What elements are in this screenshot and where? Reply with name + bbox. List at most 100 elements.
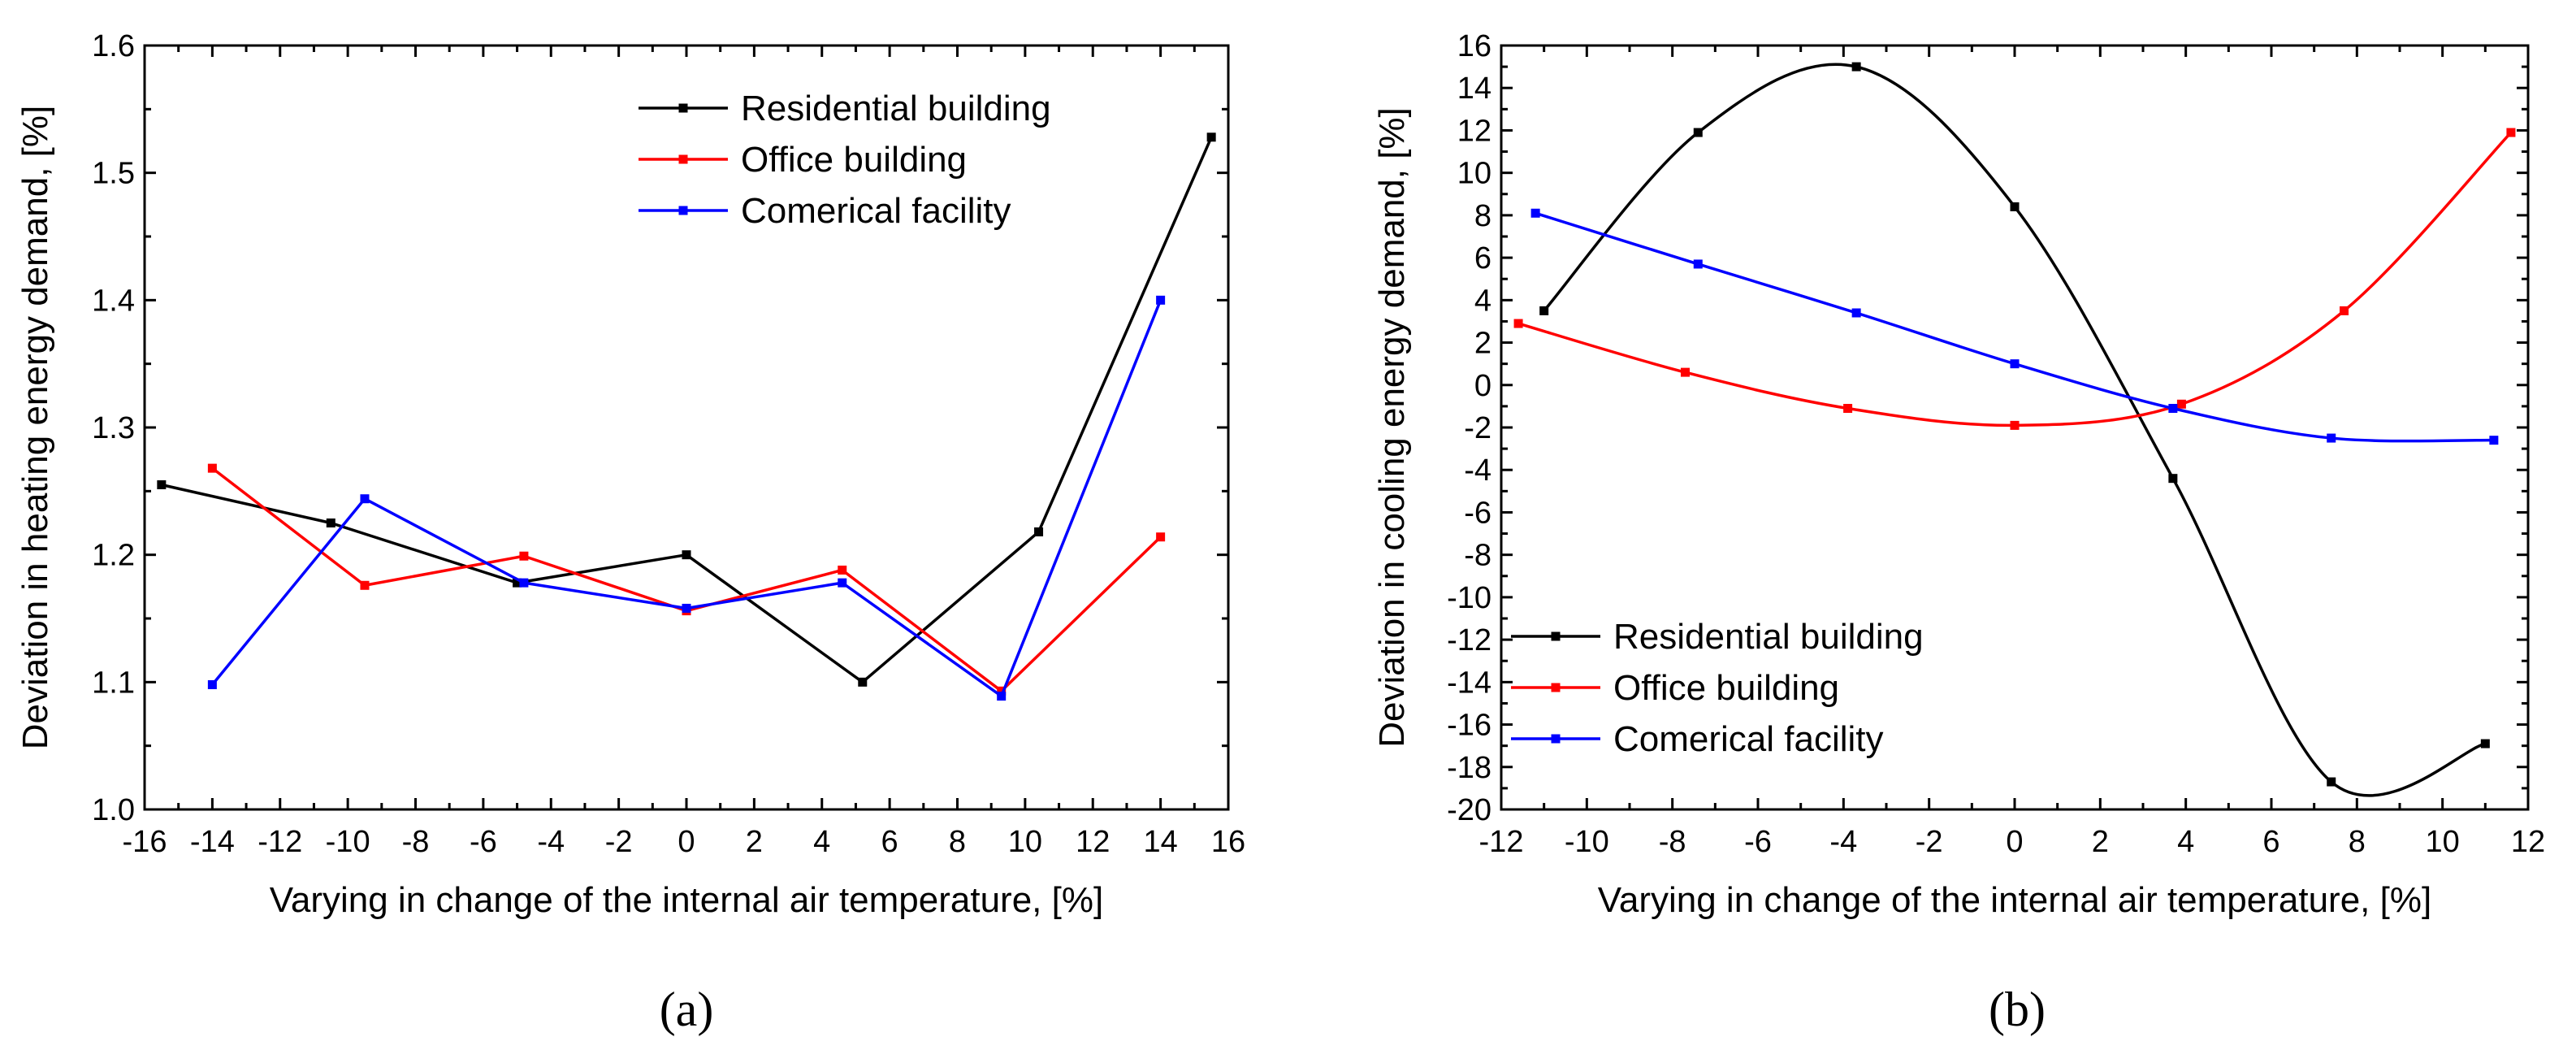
panel-label: (a) (660, 983, 714, 1036)
data-point-residential-building (2327, 777, 2336, 787)
chart-panel-b: -12 -10 -8 -6 -4 -2 0 2 4 6 8 10 12-20-18-16-14-12-1… (1372, 29, 2545, 1036)
data-point-office-building (2176, 399, 2186, 409)
data-point-office-building (1843, 404, 1853, 413)
data-point-comerical-facility (2327, 433, 2336, 443)
data-point-comerical-facility (360, 494, 370, 504)
x-axis-title: Varying in change of the internal air te… (270, 880, 1103, 920)
y-tick-label: 1.6 (92, 29, 135, 63)
x-tick-label: -2 (605, 825, 633, 859)
y-tick-label: -18 (1447, 751, 1491, 785)
x-tick-label: 8 (2349, 825, 2366, 859)
legend-label-office-building: Office building (1613, 668, 1839, 708)
data-point-office-building (2340, 306, 2349, 315)
y-tick-label: -4 (1464, 453, 1491, 488)
y-tick-label: 1.3 (92, 411, 135, 445)
x-tick-label: -10 (1565, 825, 1609, 859)
data-point-residential-building (2010, 202, 2020, 211)
x-tick-label: 4 (813, 825, 830, 859)
x-tick-label: 2 (2092, 825, 2109, 859)
data-point-office-building (1680, 367, 1690, 377)
y-axis-title: Deviation in heating energy demand, [%] (15, 106, 55, 750)
data-point-residential-building (858, 677, 868, 687)
data-point-office-building (207, 463, 217, 473)
data-point-comerical-facility (519, 578, 529, 588)
y-tick-label: -6 (1464, 496, 1491, 530)
x-tick-label: 2 (746, 825, 763, 859)
series-line-comerical-facility (1535, 211, 2494, 443)
y-tick-label: 6 (1474, 241, 1491, 276)
legend-label-residential-building: Residential building (1613, 617, 1924, 657)
y-tick-label: 10 (1457, 157, 1491, 191)
data-point-residential-building (1034, 527, 1044, 536)
y-tick-label: 0 (1474, 369, 1491, 403)
x-tick-label: 8 (949, 825, 966, 859)
x-tick-label: 0 (2006, 825, 2023, 859)
legend-marker-comerical-facility (678, 206, 688, 215)
data-point-comerical-facility (1156, 295, 1166, 305)
data-point-comerical-facility (2489, 436, 2499, 445)
y-tick-label: 1.4 (92, 284, 135, 318)
data-point-comerical-facility (2168, 404, 2178, 413)
data-point-residential-building (1851, 62, 1861, 72)
y-tick-label: -2 (1464, 411, 1491, 445)
data-point-residential-building (326, 518, 336, 527)
y-tick-label: 1.5 (92, 157, 135, 191)
x-tick-label: -14 (190, 825, 235, 859)
x-tick-label: 10 (1008, 825, 1042, 859)
data-point-office-building (997, 686, 1007, 696)
legend-marker-residential-building (678, 103, 688, 113)
x-tick-label: -12 (1479, 825, 1524, 859)
y-tick-label: -8 (1464, 539, 1491, 573)
x-tick-label: -2 (1916, 825, 1943, 859)
data-point-residential-building (1206, 132, 1216, 142)
y-tick-label: 1.0 (92, 793, 135, 827)
legend-marker-residential-building (1551, 631, 1561, 641)
x-tick-label: 6 (2262, 825, 2279, 859)
data-point-residential-building (513, 578, 522, 588)
data-point-office-building (519, 551, 529, 561)
x-tick-label: -6 (470, 825, 497, 859)
data-point-residential-building (157, 480, 167, 489)
x-tick-label: -8 (402, 825, 430, 859)
data-point-comerical-facility (1693, 259, 1703, 269)
data-point-office-building (2506, 128, 2516, 137)
x-tick-label: -4 (537, 825, 565, 859)
x-tick-label: 10 (2426, 825, 2460, 859)
data-point-office-building (838, 565, 847, 575)
legend-label-residential-building: Residential building (741, 89, 1051, 128)
x-tick-label: 0 (678, 825, 695, 859)
y-tick-label: -14 (1447, 666, 1491, 700)
series-line-comerical-facility (211, 299, 1162, 698)
y-tick-label: -20 (1447, 793, 1491, 827)
x-axis-title: Varying in change of the internal air te… (1598, 880, 2431, 920)
x-tick-label: 12 (2511, 825, 2545, 859)
y-tick-label: 2 (1474, 327, 1491, 361)
panel-label: (b) (1989, 983, 2046, 1036)
x-tick-label: -12 (258, 825, 302, 859)
x-tick-label: -6 (1744, 825, 1772, 859)
y-tick-label: 8 (1474, 199, 1491, 233)
data-point-residential-building (2168, 474, 2178, 484)
data-point-residential-building (1693, 128, 1703, 137)
data-point-residential-building (2480, 739, 2490, 748)
x-tick-label: -10 (326, 825, 370, 859)
y-axis-title: Deviation in cooling energy demand, [%] (1372, 107, 1412, 748)
y-tick-label: -10 (1447, 581, 1491, 615)
data-point-office-building (360, 580, 370, 590)
y-tick-label: 14 (1457, 72, 1491, 106)
data-point-comerical-facility (838, 578, 847, 588)
legend-marker-comerical-facility (1551, 734, 1561, 744)
data-point-residential-building (682, 550, 691, 560)
data-point-office-building (1513, 319, 1523, 328)
y-tick-label: -12 (1447, 623, 1491, 657)
data-point-office-building (2010, 420, 2020, 430)
legend-label-comerical-facility: Comerical facility (1613, 719, 1884, 759)
y-tick-label: 16 (1457, 29, 1491, 63)
x-tick-label: 4 (2177, 825, 2194, 859)
x-tick-label: 16 (1211, 825, 1245, 859)
y-tick-label: 1.1 (92, 666, 135, 700)
x-tick-label: 6 (881, 825, 898, 859)
y-tick-label: 1.2 (92, 539, 135, 573)
series-line-office-building (1517, 131, 2513, 427)
